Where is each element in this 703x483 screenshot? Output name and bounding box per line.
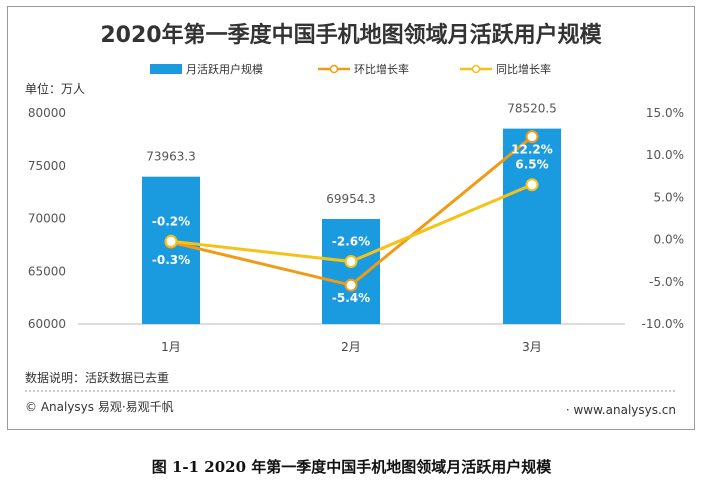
legend-yoy-marker (471, 64, 481, 74)
mom-data-label: -5.4% (332, 291, 370, 305)
website-label: · www.analysys.cn (566, 403, 676, 417)
chart-title: 2020年第一季度中国手机地图领域月活跃用户规模 (100, 22, 602, 48)
y-tick-label: 80000 (28, 106, 66, 120)
mom-marker (344, 278, 358, 292)
figure-caption: 图 1-1 2020 年第一季度中国手机地图领域月活跃用户规模 (151, 458, 552, 476)
yoy-marker (164, 234, 178, 248)
website-text: www.analysys.cn (573, 403, 676, 417)
chart-frame (7, 6, 695, 430)
x-tick-label: 1月 (161, 340, 181, 354)
yoy-data-label: -2.6% (332, 235, 370, 249)
y-tick-label: 65000 (28, 264, 66, 278)
yoy-marker (344, 255, 358, 269)
bar-1月 (142, 176, 200, 324)
legend-mom-marker (329, 64, 339, 74)
unit-label: 单位：万人 (25, 81, 85, 96)
yoy-data-label: -0.2% (152, 214, 190, 228)
y2-tick-label: 5.0% (654, 190, 685, 204)
x-axis-ticks: 1月 2月 3月 (161, 340, 542, 354)
website-bullet: · (566, 403, 574, 417)
mom-data-label: -0.3% (152, 253, 190, 267)
bar-value-label: 73963.3 (146, 150, 196, 164)
x-tick-label: 3月 (522, 340, 542, 354)
y-tick-label: 75000 (28, 159, 66, 173)
mom-marker (525, 130, 539, 144)
bar-value-label: 69954.3 (326, 192, 376, 206)
y-axis-right: -10.0% -5.0% 0.0% 5.0% 10.0% 15.0% (642, 106, 684, 331)
bar-2月 (322, 218, 380, 324)
y2-tick-label: 0.0% (654, 233, 685, 247)
y2-tick-label: 10.0% (646, 148, 684, 162)
legend-bar-label: 月活跃用户规模 (186, 62, 263, 76)
y-axis-left: 60000 65000 70000 75000 80000 (28, 106, 66, 331)
legend-bar-swatch (150, 64, 182, 74)
bar-3月 (503, 128, 561, 324)
y-tick-label: 70000 (28, 212, 66, 226)
mom-data-label: 12.2% (511, 143, 553, 157)
legend: 月活跃用户规模 环比增长率 同比增长率 (150, 62, 551, 76)
legend-yoy-label: 同比增长率 (496, 62, 551, 76)
y2-tick-label: 15.0% (646, 106, 684, 120)
source-label: © Analysys 易观·易观千帆 (25, 399, 174, 414)
yoy-data-label: 6.5% (515, 158, 548, 172)
line-series: -0.3% -5.4% 12.2% -0.2% -2.6% 6.5% (152, 130, 553, 305)
y2-tick-label: -5.0% (649, 275, 684, 289)
data-note: 数据说明：活跃数据已去重 (25, 370, 169, 385)
yoy-marker (525, 178, 539, 192)
legend-mom-label: 环比增长率 (354, 62, 409, 76)
bar-series: 73963.3 69954.3 78520.5 (142, 102, 561, 324)
y-tick-label: 60000 (28, 317, 66, 331)
bar-value-label: 78520.5 (507, 102, 557, 116)
x-tick-label: 2月 (341, 340, 361, 354)
y2-tick-label: -10.0% (642, 317, 684, 331)
